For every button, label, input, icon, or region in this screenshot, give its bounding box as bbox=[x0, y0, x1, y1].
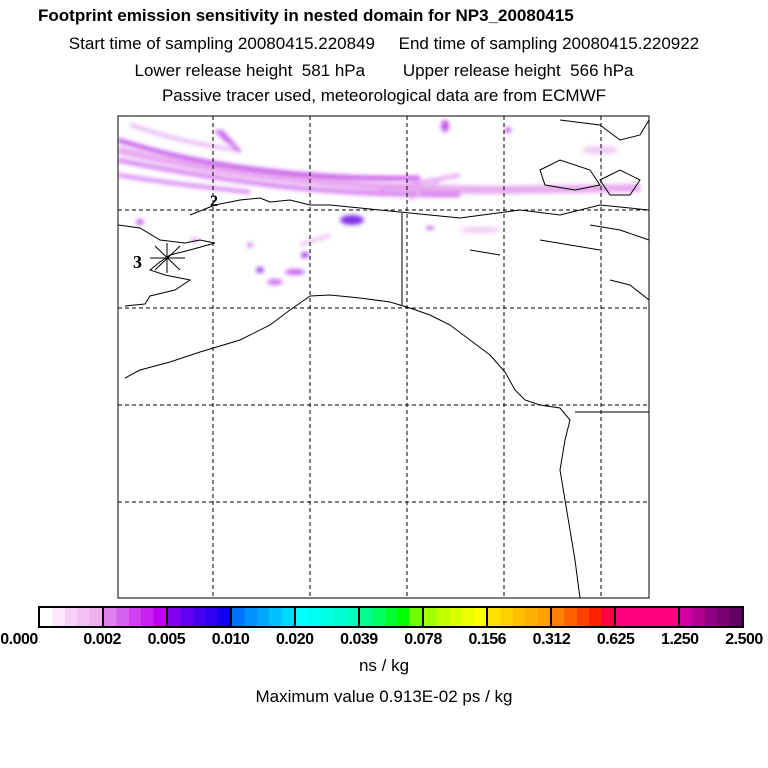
emission-plume bbox=[118, 120, 641, 285]
colorbar-segment bbox=[680, 608, 742, 626]
sampling-time-line: Start time of sampling 20080415.220849 E… bbox=[68, 34, 700, 53]
colorbar-segment bbox=[168, 608, 232, 626]
colorbar-segment bbox=[232, 608, 296, 626]
colorbar-segment bbox=[104, 608, 168, 626]
colorbar bbox=[38, 606, 744, 628]
colorbar-segment bbox=[40, 608, 104, 626]
colorbar-tick-label: 0.010 bbox=[211, 631, 250, 648]
colorbar-tick-label: 0.005 bbox=[147, 631, 186, 648]
colorbar-tick-label: 1.250 bbox=[661, 631, 699, 648]
colorbar-tick-label: 0.000 bbox=[0, 631, 38, 648]
map-frame bbox=[117, 115, 650, 599]
colorbar-segment bbox=[488, 608, 552, 626]
colorbar-tick-label: 0.078 bbox=[404, 631, 442, 648]
colorbar-segment bbox=[424, 608, 488, 626]
map-label-2: 2 bbox=[210, 193, 218, 210]
colorbar-segment bbox=[360, 608, 424, 626]
map-label-3: 3 bbox=[133, 252, 142, 272]
tracer-info-line: Passive tracer used, meteorological data… bbox=[161, 86, 607, 105]
plot-title: Footprint emission sensitivity in nested… bbox=[38, 6, 574, 25]
maximum-value: Maximum value 0.913E-02 ps / kg bbox=[255, 687, 513, 706]
colorbar-tick-label: 0.002 bbox=[83, 631, 121, 648]
colorbar-segment bbox=[616, 608, 680, 626]
colorbar-tick-label: 0.156 bbox=[468, 631, 507, 648]
colorbar-tick-label: 0.039 bbox=[340, 631, 378, 648]
colorbar-tick-label: 0.020 bbox=[275, 631, 314, 648]
colorbar-segment bbox=[296, 608, 360, 626]
colorbar-segment bbox=[552, 608, 616, 626]
compass-rose-icon bbox=[150, 243, 185, 273]
coastlines bbox=[118, 119, 649, 598]
colorbar-tick-label: 0.625 bbox=[596, 631, 635, 648]
lat-lon-grid bbox=[118, 116, 649, 598]
colorbar-tick-label: 2.500 bbox=[725, 631, 763, 648]
release-height-line: Lower release height 581 hPa Upper relea… bbox=[134, 61, 634, 80]
colorbar-tick-label: 0.312 bbox=[532, 631, 571, 648]
colorbar-unit: ns / kg bbox=[358, 656, 410, 675]
